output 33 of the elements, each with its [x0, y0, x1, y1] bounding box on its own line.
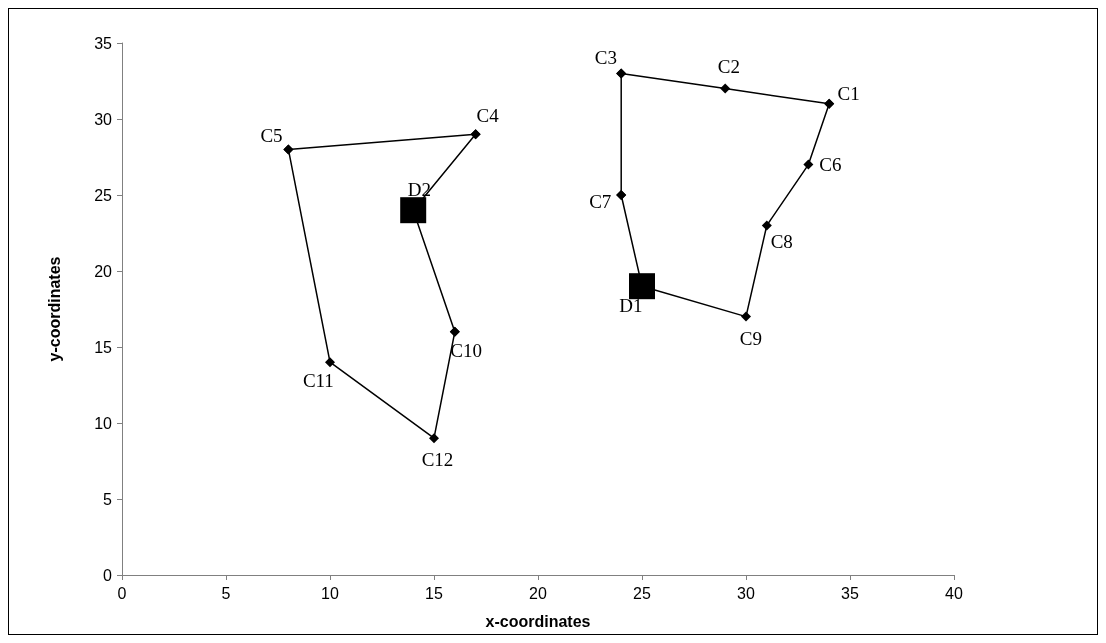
- y-tick-label: 5: [103, 490, 113, 508]
- y-tick-label: 10: [94, 414, 113, 432]
- annotation: D1: [619, 294, 643, 316]
- annotation: C9: [739, 327, 762, 349]
- x-tick-label: 25: [633, 584, 651, 602]
- annotation: C11: [302, 370, 334, 392]
- x-axis-title: x-coordinates: [485, 612, 591, 630]
- x-tick-label: 5: [221, 584, 231, 602]
- x-tick-label: 15: [425, 584, 443, 602]
- annotation: C10: [450, 340, 482, 362]
- x-tick-label: 40: [945, 584, 963, 602]
- annotation: C2: [717, 56, 740, 78]
- annotation: C6: [819, 153, 842, 175]
- x-tick-label: 0: [117, 584, 127, 602]
- x-tick-label: 10: [321, 584, 339, 602]
- y-tick-label: 0: [103, 566, 113, 584]
- annotation: D2: [407, 178, 432, 200]
- annotation: C5: [260, 124, 283, 146]
- x-tick-label: 30: [737, 584, 755, 602]
- y-tick-label: 15: [94, 338, 113, 356]
- annotation: C1: [837, 82, 860, 104]
- x-tick-label: 20: [529, 584, 547, 602]
- y-tick-label: 35: [94, 34, 113, 52]
- annotation: C4: [476, 105, 500, 127]
- annotation: C12: [421, 449, 454, 471]
- y-axis-title: y-coordinates: [45, 256, 63, 362]
- y-tick-label: 20: [94, 262, 113, 280]
- y-tick-label: 30: [94, 110, 113, 128]
- x-tick-label: 35: [841, 584, 859, 602]
- y-tick-label: 25: [94, 186, 113, 204]
- annotation: C7: [589, 191, 612, 213]
- annotation: C8: [770, 231, 793, 253]
- annotation: C3: [594, 47, 617, 69]
